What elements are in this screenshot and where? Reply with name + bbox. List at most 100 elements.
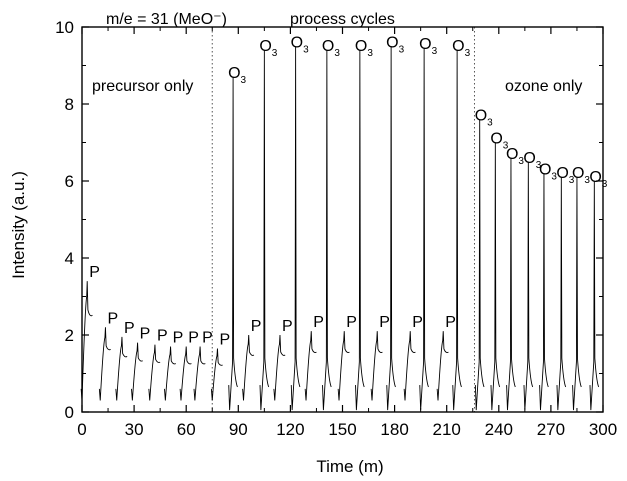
precursor-peak-label: P — [107, 310, 118, 327]
ozone-pulse — [452, 50, 462, 411]
ozone-peak-label: O3 — [506, 146, 524, 167]
precursor-peak-label: P — [202, 330, 213, 347]
precursor-pulse — [403, 331, 416, 401]
x-tick-label: 240 — [485, 420, 513, 439]
ozone-peak-label: O3 — [475, 107, 493, 128]
ozone-peak-label-subscript: 3 — [487, 117, 493, 128]
y-axis-title: Intensity (a.u.) — [9, 171, 28, 279]
ozone-peak-label-subscript: 3 — [569, 175, 575, 186]
precursor-pulse — [370, 331, 383, 401]
ozone-peak-label-O: O — [228, 65, 240, 82]
ozone-peak-label: O3 — [259, 38, 277, 59]
ozone-peak-label-O: O — [322, 38, 334, 55]
precursor-pulse — [98, 327, 111, 401]
precursor-peak-label: P — [219, 331, 230, 348]
ozone-peak-label: O3 — [490, 131, 508, 152]
precursor-peak-label: P — [140, 326, 151, 343]
precursor-peak-label: P — [173, 330, 184, 347]
region-dividers — [211, 27, 475, 412]
precursor-peak-label: P — [282, 318, 293, 335]
x-tick-label: 270 — [537, 420, 565, 439]
region-label-ozone: ozone only — [505, 78, 582, 95]
ozone-peak-label-O: O — [539, 161, 551, 178]
ozone-peak-label-O: O — [291, 34, 303, 51]
x-tick-label: 90 — [229, 420, 248, 439]
annotations: m/e = 31 (MeO⁻) precursor only process c… — [92, 11, 582, 95]
ozone-peak-label-subscript: 3 — [399, 44, 405, 55]
y-tick-label: 0 — [65, 403, 74, 422]
ozone-peak-label-subscript: 3 — [303, 44, 309, 55]
ozone-peak-label: O3 — [589, 169, 607, 190]
x-tick-label: 150 — [328, 420, 356, 439]
y-tick-label: 8 — [65, 95, 74, 114]
precursor-peak-label: P — [251, 318, 262, 335]
ozone-peak-label-O: O — [572, 165, 584, 182]
precursor-peak-label: P — [157, 328, 168, 345]
axes: 0 30 60 90 120 150 180 210 240 270 300 0 2 4 6 8 10 — [55, 18, 617, 439]
ozone-peak-label-O: O — [475, 107, 487, 124]
ozone-pulse — [290, 46, 301, 411]
precursor-pulse — [80, 281, 93, 401]
ozone-peak-label-subscript: 3 — [551, 171, 557, 182]
ozone-peak-label-subscript: 3 — [334, 48, 340, 59]
precursor-pulse — [179, 346, 192, 401]
precursor-pulse — [436, 331, 449, 401]
ozone-pulse — [355, 50, 365, 411]
mass-label: m/e = 31 (MeO⁻) — [106, 11, 227, 28]
ozone-pulse — [474, 119, 485, 411]
ozone-pulse — [556, 177, 567, 411]
x-axis-title: Time (m) — [316, 457, 383, 476]
precursor-peak-label: P — [313, 314, 324, 331]
precursor-peak-label: P — [188, 330, 199, 347]
x-tick-label: 300 — [589, 420, 617, 439]
precursor-pulse — [164, 346, 176, 401]
ozone-peak-label-subscript: 3 — [367, 48, 373, 59]
ozone-pulse — [506, 157, 516, 411]
ozone-peak-label: O3 — [322, 38, 340, 59]
x-tick-label: 0 — [77, 420, 86, 439]
precursor-peak-label: P — [445, 314, 456, 331]
precursor-peak-label: P — [346, 314, 357, 331]
x-tick-label: 210 — [433, 420, 461, 439]
y-tick-label: 4 — [65, 249, 74, 268]
precursor-peak-label: P — [379, 314, 390, 331]
ozone-pulse — [259, 50, 270, 411]
intensity-trace — [80, 46, 600, 411]
ozone-peak-label-subscript: 3 — [602, 179, 608, 190]
ozone-peak-label-subscript: 3 — [584, 175, 590, 186]
ozone-peak-label-subscript: 3 — [536, 160, 542, 171]
ozone-pulse — [386, 46, 396, 411]
precursor-pulse — [193, 346, 206, 401]
ozone-peak-label: O3 — [539, 161, 557, 182]
ozone-peak-label-subscript: 3 — [465, 48, 471, 59]
ozone-peak-label-subscript: 3 — [241, 75, 247, 86]
ozone-peak-label-O: O — [523, 150, 535, 167]
precursor-pulse — [304, 331, 317, 401]
ozone-peak-label: O3 — [386, 34, 404, 55]
x-tick-label: 30 — [125, 420, 144, 439]
precursor-pulse — [115, 336, 128, 401]
ozone-peak-label: O3 — [572, 165, 590, 186]
precursor-pulse — [242, 334, 255, 401]
precursor-peak-label: P — [89, 264, 100, 281]
x-tick-label: 60 — [177, 420, 196, 439]
region-label-precursor: precursor only — [92, 78, 193, 95]
ozone-pulse — [572, 177, 582, 411]
ozone-peak-label-subscript: 3 — [272, 48, 278, 59]
ozone-pulse — [523, 161, 534, 411]
ozone-pulse — [228, 77, 238, 411]
ozone-peak-label-O: O — [419, 36, 431, 53]
ozone-peak-label-subscript: 3 — [432, 46, 438, 57]
x-tick-label: 180 — [380, 420, 408, 439]
ozone-peak-label-O: O — [556, 165, 568, 182]
ozone-peak-label-O: O — [355, 38, 367, 55]
precursor-peak-label: P — [412, 314, 423, 331]
ozone-peak-label-subscript: 3 — [503, 141, 509, 152]
ozone-peak-label-O: O — [386, 34, 398, 51]
precursor-pulse — [131, 342, 143, 401]
ozone-pulse — [419, 48, 429, 411]
precursor-pulse — [273, 334, 286, 401]
y-tick-label: 10 — [55, 18, 74, 37]
ozone-peak-label: O3 — [355, 38, 373, 59]
